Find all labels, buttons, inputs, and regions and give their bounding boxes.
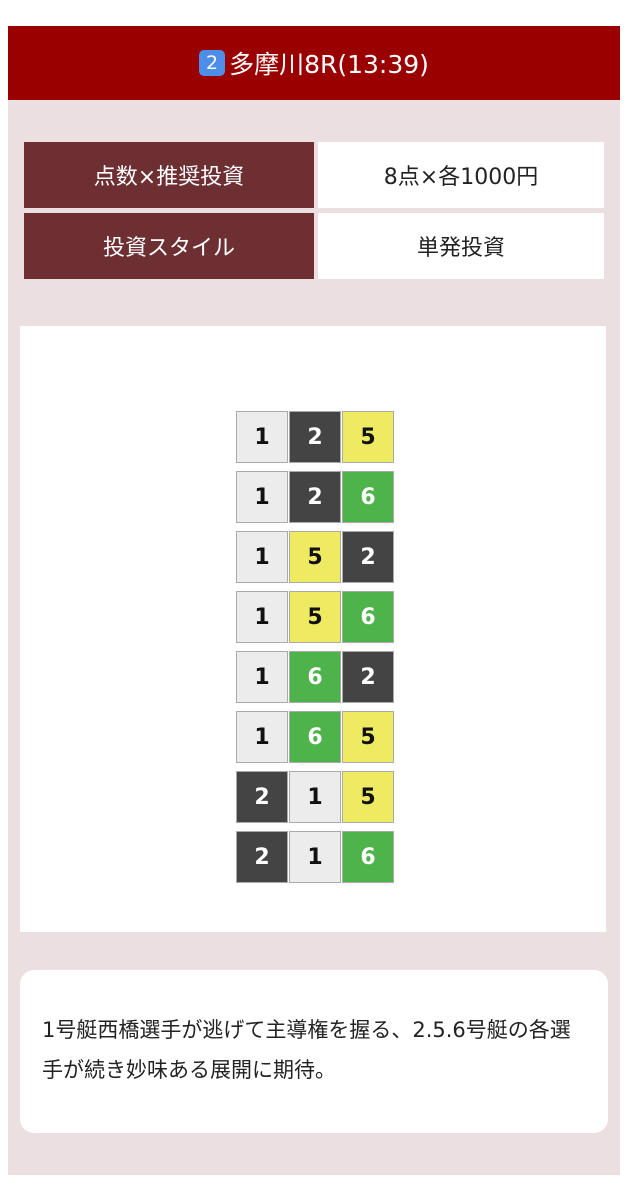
boat-cell: 1: [236, 471, 288, 523]
boat-cell: 1: [236, 711, 288, 763]
boat-cell: 2: [236, 831, 288, 883]
header-title: 多摩川8R(13:39): [229, 50, 429, 79]
boat-cell: 1: [236, 591, 288, 643]
boat-cell: 1: [236, 531, 288, 583]
header: 2 多摩川8R(13:39): [8, 26, 620, 100]
boat-cell: 2: [342, 531, 394, 583]
boat-cell: 5: [289, 531, 341, 583]
table-value: 単発投資: [318, 213, 604, 279]
table-key: 点数×推奨投資: [24, 142, 314, 208]
boat-cell: 1: [289, 771, 341, 823]
boat-cell: 1: [236, 651, 288, 703]
boat-cell: 6: [342, 471, 394, 523]
boat-cell: 1: [236, 411, 288, 463]
table-row: 点数×推奨投資 8点×各1000円: [24, 142, 604, 208]
comment: 1号艇西橋選手が逃げて主導権を握る、2.5.6号艇の各選手が続き妙味ある展開に期…: [20, 970, 608, 1133]
card: 2 多摩川8R(13:39) 点数×推奨投資 8点×各1000円 投資スタイル …: [8, 26, 620, 1175]
boat-cell: 2: [289, 471, 341, 523]
boat-cell: 1: [289, 831, 341, 883]
boat-cell: 6: [289, 711, 341, 763]
table-key: 投資スタイル: [24, 213, 314, 279]
table-row: 投資スタイル 単発投資: [24, 213, 604, 279]
boat-cell: 6: [289, 651, 341, 703]
race-number-icon: 2: [199, 50, 226, 76]
boat-cell: 5: [289, 591, 341, 643]
boat-cell: 5: [342, 771, 394, 823]
boat-cell: 2: [342, 651, 394, 703]
boat-cell: 5: [342, 411, 394, 463]
table-value: 8点×各1000円: [318, 142, 604, 208]
boat-cell: 2: [236, 771, 288, 823]
boat-cell: 2: [289, 411, 341, 463]
boat-cell: 5: [342, 711, 394, 763]
boat-cell: 6: [342, 831, 394, 883]
boat-cell: 6: [342, 591, 394, 643]
